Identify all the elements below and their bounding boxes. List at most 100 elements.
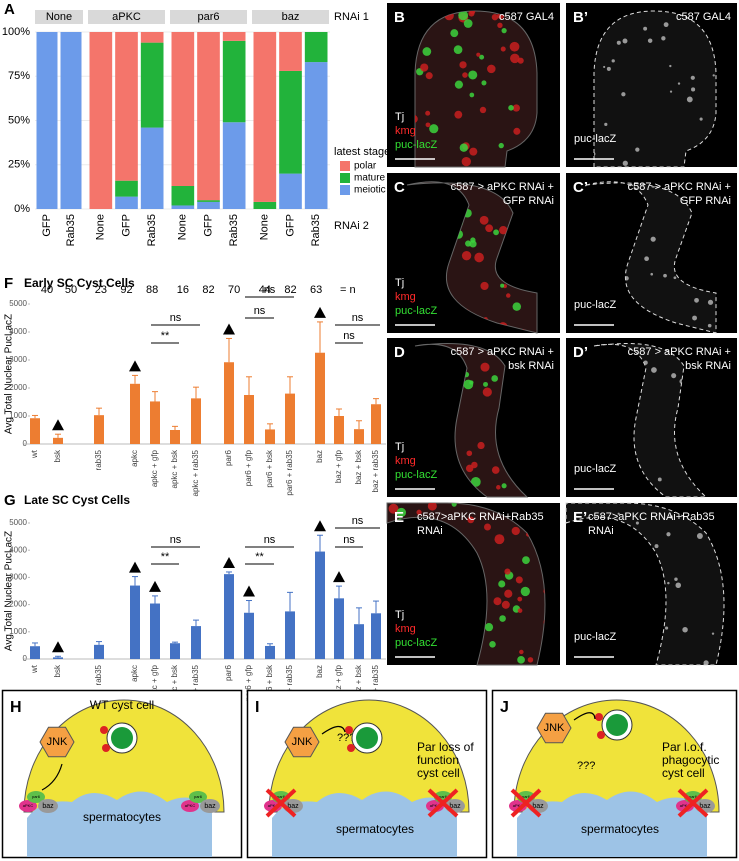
annotation: ns: [264, 284, 276, 296]
protein-label: aPKC: [430, 803, 441, 808]
nucleus: [451, 503, 457, 507]
panel-letter: D: [394, 344, 405, 361]
nucleus: [501, 483, 507, 489]
protein: [509, 800, 527, 812]
bar: [244, 612, 254, 659]
caption: c587 > aPKC RNAi +: [628, 346, 731, 358]
cross: [677, 788, 709, 818]
x-tick-label: apkc + rab35: [191, 664, 200, 711]
nucleus: [669, 90, 673, 93]
stain-label: puc-lacZ: [395, 305, 437, 317]
nucleus: [459, 61, 467, 69]
x-tick-label: GFP: [284, 214, 296, 237]
protein-label: par6: [194, 794, 203, 799]
panel-letter: B’: [573, 9, 588, 26]
y-tick-label: 2000: [9, 383, 27, 392]
protein: [189, 791, 207, 803]
bar-segment: [222, 32, 246, 41]
nucleus: [515, 576, 523, 584]
annotation: ns: [343, 330, 355, 342]
group-strip: [88, 10, 165, 24]
significance-marker: [52, 641, 64, 653]
panel-letter: J: [500, 699, 509, 716]
bar: [334, 416, 344, 444]
significance-marker: [52, 419, 64, 431]
chart-title: Early SC Cyst Cells: [24, 276, 135, 290]
y-tick-label: 3000: [9, 573, 27, 582]
x-tick-label: bsk: [53, 664, 62, 677]
protein-label: aPKC: [513, 803, 524, 808]
stain-label: kmg: [395, 125, 416, 137]
caption: c587 GAL4: [499, 11, 554, 23]
nucleus: [487, 64, 496, 74]
bar-segment: [253, 32, 277, 202]
nucleus: [481, 80, 487, 86]
group-label: aPKC: [112, 11, 141, 23]
bar: [53, 437, 63, 444]
n-label: 23: [95, 284, 107, 296]
nucleus: [527, 657, 534, 663]
nucleus: [468, 11, 475, 17]
bar: [285, 611, 295, 659]
annotation: ns: [343, 534, 355, 546]
caption: c587 > aPKC RNAi +: [451, 181, 554, 193]
nucleus: [491, 466, 500, 474]
protein: [200, 799, 220, 813]
nucleus: [420, 63, 429, 72]
nucleus: [520, 586, 530, 597]
bar: [94, 644, 104, 659]
bar-segment: [279, 70, 302, 174]
image-panel: C’ c587 > aPKC RNAi + GFP RNAi puc-lacZ: [566, 173, 737, 334]
bar: [130, 383, 140, 444]
bar-segment: [171, 32, 195, 186]
x-tick-label: par6 + gfp: [244, 664, 253, 701]
n-label: 92: [120, 284, 132, 296]
tissue-outline: [585, 181, 717, 334]
nucleus: [497, 22, 503, 28]
nucleus: [458, 11, 469, 21]
nucleus: [450, 29, 459, 38]
rab35: [100, 726, 108, 734]
nucleus: [459, 143, 468, 152]
annotation: **: [255, 551, 264, 563]
protein-label: aPKC: [23, 803, 34, 808]
nucleus: [604, 122, 608, 126]
nucleus: [466, 450, 473, 457]
x-tick-label: baz + bsk: [354, 449, 363, 484]
legend-swatch: [340, 161, 350, 171]
x-tick-label: wt: [30, 664, 39, 674]
stain-label: Tj: [395, 277, 404, 289]
nucleus: [666, 532, 671, 537]
kinase-label: JNK: [292, 736, 313, 748]
nucleus: [467, 516, 475, 524]
x-tick-label: par6: [224, 664, 233, 681]
diagram: H WT cyst cellJNKspermatocytesaPKCpar6baz…: [1, 689, 243, 859]
nucleus: [416, 509, 422, 515]
stain-label: kmg: [395, 623, 416, 635]
x-tick-label: baz + gfp: [334, 449, 343, 483]
nucleus: [674, 577, 678, 581]
bar: [371, 613, 381, 659]
nucleus: [611, 59, 615, 63]
stain-label: puc-lacZ: [574, 299, 616, 311]
protein: [19, 800, 37, 812]
nucleus: [663, 273, 667, 278]
stain-label: kmg: [395, 455, 416, 467]
question: ???: [577, 760, 595, 772]
nucleus: [483, 381, 488, 387]
nucleus: [461, 156, 471, 167]
x-tick-label: baz + rab35: [371, 664, 380, 707]
bar-segment: [304, 32, 328, 63]
nucleus: [453, 45, 463, 54]
bar: [30, 418, 40, 444]
nucleus: [469, 380, 474, 385]
rab35: [595, 713, 603, 721]
image-panel: D’ c587 > aPKC RNAi + bsk RNAi puc-lacZ: [566, 338, 737, 498]
nucleus: [606, 66, 611, 71]
n-label: 16: [177, 284, 189, 296]
significance-marker: [223, 323, 235, 335]
nucleus: [491, 13, 499, 21]
